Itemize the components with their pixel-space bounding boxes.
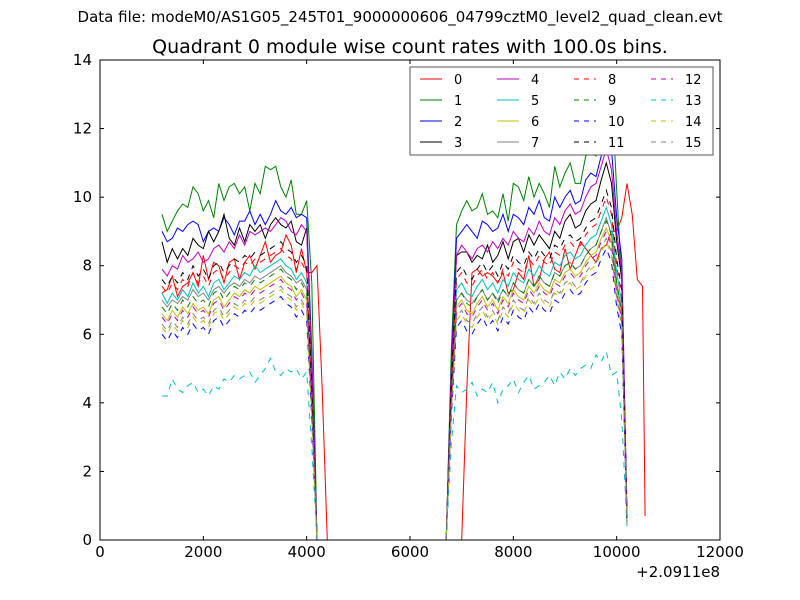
x-tick-label: 2000 [184, 543, 222, 561]
y-tick-label: 10 [73, 188, 92, 206]
x-tick-label: 4000 [288, 543, 326, 561]
series-line-4 [161, 147, 628, 541]
y-tick-label: 4 [82, 394, 92, 412]
legend-label-9: 9 [608, 94, 616, 109]
series-line-11 [161, 188, 628, 541]
legend-label-1: 1 [454, 94, 462, 109]
legend-label-6: 6 [531, 115, 539, 130]
legend-label-15: 15 [685, 136, 702, 151]
legend-label-2: 2 [454, 115, 462, 130]
x-tick-label: 10000 [593, 543, 641, 561]
series-line-3 [161, 161, 628, 541]
y-tick-label: 14 [73, 51, 92, 69]
x-axis-offset-label: +2.0911e8 [636, 563, 720, 581]
legend-label-11: 11 [608, 136, 625, 151]
y-tick-label: 6 [82, 325, 92, 343]
legend-label-12: 12 [685, 73, 702, 88]
legend-label-14: 14 [685, 115, 702, 130]
series-line-15 [161, 237, 628, 541]
y-tick-label: 2 [82, 462, 92, 480]
x-tick-label: 0 [95, 543, 105, 561]
legend-box [409, 66, 714, 156]
series-line-2 [161, 131, 628, 541]
y-tick-label: 8 [82, 257, 92, 275]
series-line-14 [161, 240, 628, 541]
chart-title: Quadrant 0 module wise count rates with … [152, 36, 668, 58]
x-tick-label: 6000 [391, 543, 429, 561]
series-line-10 [161, 247, 628, 541]
series-line-8 [161, 195, 628, 541]
x-tick-label: 8000 [494, 543, 532, 561]
figure-suptitle: Data file: modeM0/AS1G05_245T01_90000006… [77, 8, 723, 26]
legend-label-4: 4 [531, 73, 539, 88]
legend-label-7: 7 [531, 136, 539, 151]
legend-label-13: 13 [685, 94, 702, 109]
series-line-5 [161, 205, 628, 541]
legend-label-8: 8 [608, 73, 616, 88]
y-tick-label: 12 [73, 120, 92, 138]
legend-label-0: 0 [454, 73, 462, 88]
x-tick-label: 12000 [696, 543, 744, 561]
legend-label-10: 10 [608, 115, 625, 130]
legend-label-3: 3 [454, 136, 462, 151]
y-tick-label: 0 [82, 531, 92, 549]
series-line-0 [161, 183, 646, 541]
series-line-12 [161, 230, 628, 541]
series-line-9 [161, 219, 628, 541]
legend-label-5: 5 [531, 94, 539, 109]
series-line-13 [162, 349, 628, 541]
